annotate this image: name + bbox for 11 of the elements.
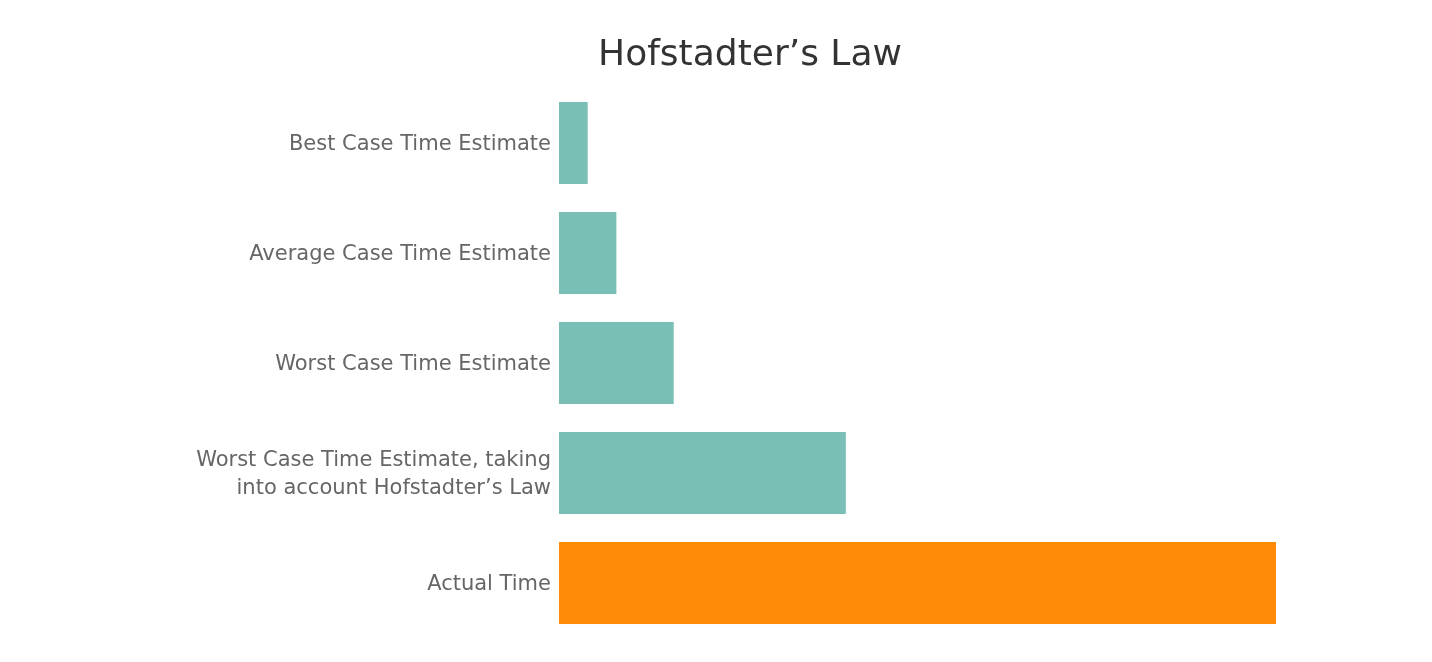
bar xyxy=(559,432,846,515)
y-tick-label: Worst Case Time Estimate, taking into account Hofstadter’s Law xyxy=(196,447,551,500)
chart-title: Hofstadter’s Law xyxy=(598,32,902,73)
bar xyxy=(559,542,1276,625)
bar xyxy=(559,321,674,405)
y-tick-label: Average Case Time Estimate xyxy=(249,240,551,265)
y-tick-label: Actual Time xyxy=(427,571,551,596)
bar xyxy=(559,101,588,184)
bar xyxy=(559,211,617,294)
y-tick-label: Worst Case Time Estimate xyxy=(275,351,551,375)
y-tick-label: Best Case Time Estimate xyxy=(288,130,551,155)
